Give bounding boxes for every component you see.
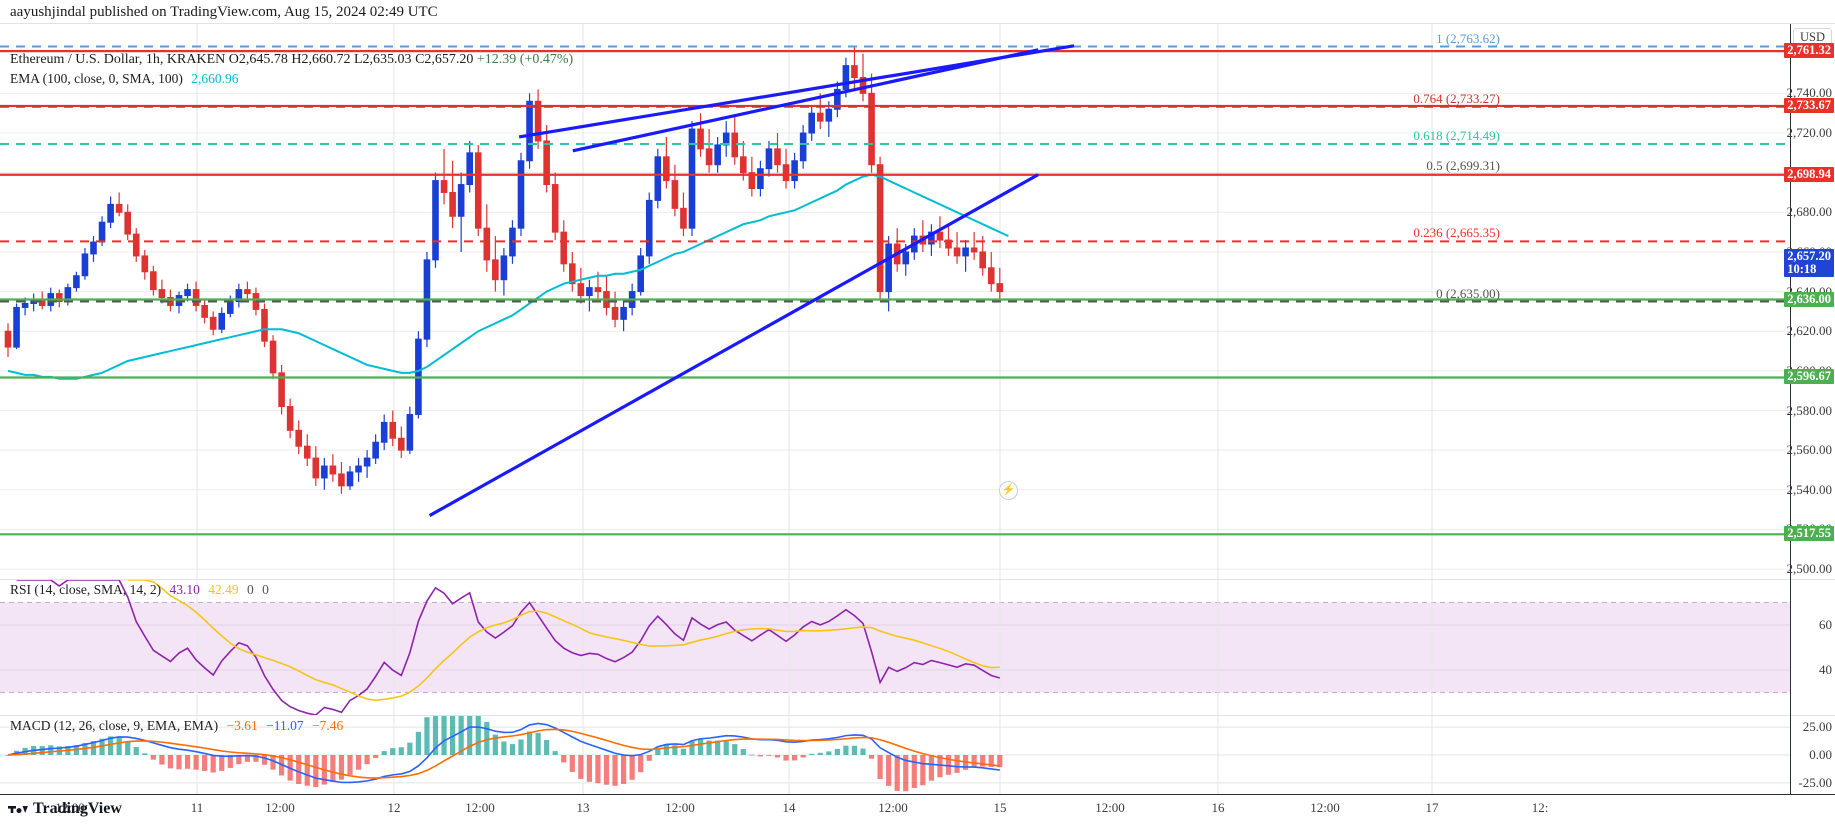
price-axis-tick: 2,560.00 <box>1786 442 1833 458</box>
macd-histogram-value: −7.46 <box>312 718 344 733</box>
chart-container: 1 (2,763.62) 0.764 (2,733.27) 0.618 (2,714… <box>0 23 1835 821</box>
fib-level-label: 0.5 (2,699.31) <box>1426 158 1500 174</box>
rsi-signal-value: 42.49 <box>208 582 239 597</box>
macd-axis-tick: -25.00 <box>1798 774 1832 790</box>
rsi-legend-label: RSI (14, close, SMA, 14, 2) <box>10 582 162 597</box>
macd-axis-tick: 0.00 <box>1809 747 1832 762</box>
price-axis-tick: 2,540.00 <box>1786 481 1833 497</box>
price-tag[interactable]: 2,596.67 <box>1784 369 1834 385</box>
macd-pane[interactable]: MACD (12, 26, close, 9, EMA, EMA) −3.61 … <box>0 716 1790 794</box>
fib-level-label: 0.764 (2,733.27) <box>1413 90 1500 106</box>
currency-badge[interactable]: USD <box>1792 28 1832 47</box>
ohlc-open: O2,645.78 <box>228 52 288 67</box>
price-axis[interactable]: USD 2,740.002,720.002,700.002,680.002,66… <box>1784 24 1835 794</box>
symbol-ohlc-legend: Ethereum / U.S. Dollar, 1h, KRAKEN O2,64… <box>10 52 573 68</box>
time-axis-tick: 11 <box>190 800 204 815</box>
price-axis-tick: 2,680.00 <box>1786 204 1833 220</box>
price-tag[interactable]: 2,657.20 10:18 <box>1784 249 1834 278</box>
macd-axis-tick: 25.00 <box>1802 719 1832 735</box>
price-axis-tick: 2,720.00 <box>1786 125 1833 141</box>
attribution-text: aayushjindal published on TradingView.co… <box>10 4 438 20</box>
rsi-plot-area[interactable] <box>0 580 1790 715</box>
price-plot-area[interactable]: 1 (2,763.62) 0.764 (2,733.27) 0.618 (2,714… <box>0 24 1790 579</box>
rsi-upper-value: 0 <box>247 582 254 597</box>
rsi-pane[interactable]: RSI (14, close, SMA, 14, 2) 43.10 42.49 … <box>0 580 1790 715</box>
price-axis-tick: 2,620.00 <box>1786 323 1833 339</box>
time-axis-tick: 12:00 <box>1310 800 1340 815</box>
macd-value: −3.61 <box>226 718 258 733</box>
time-axis[interactable]: 12:00 11 12:00 12 12:00 13 12:00 14 12:00 15 12:00… <box>0 794 1835 821</box>
ema-legend[interactable]: EMA (100, close, 0, SMA, 100) 2,660.96 <box>10 71 239 87</box>
time-axis-tick: 13 <box>576 800 590 815</box>
price-tag[interactable]: 2,517.55 <box>1784 526 1834 542</box>
macd-vector-layer <box>0 716 1790 794</box>
tradingview-logo-text: TradingView <box>33 800 122 817</box>
rsi-value: 43.10 <box>169 582 200 597</box>
pane-divider-macd <box>0 715 1835 716</box>
price-axis-tick: 2,740.00 <box>1786 85 1833 101</box>
ohlc-change: +12.39 (+0.47%) <box>476 52 574 67</box>
time-axis-tick: 12:00 <box>55 800 85 815</box>
symbol-title: Ethereum / U.S. Dollar, 1h, KRAKEN <box>10 52 226 67</box>
time-axis-tick: 12:00 <box>665 800 695 815</box>
time-axis-tick: 12 <box>387 800 401 815</box>
fib-level-label: 0.618 (2,714.49) <box>1413 127 1500 143</box>
macd-plot-area[interactable] <box>0 716 1790 794</box>
time-axis-tick: 12:00 <box>1095 800 1125 815</box>
fib-level-label: 0 (2,635.00) <box>1436 285 1500 301</box>
ohlc-high: H2,660.72 <box>291 52 351 67</box>
fib-level-label: 1 (2,763.62) <box>1436 30 1500 46</box>
ema-legend-value: 2,660.96 <box>191 71 239 86</box>
rsi-legend[interactable]: RSI (14, close, SMA, 14, 2) 43.10 42.49 … <box>10 582 269 598</box>
macd-signal-value: −11.07 <box>266 718 304 733</box>
price-axis-tick: 2,580.00 <box>1786 402 1833 418</box>
macd-legend[interactable]: MACD (12, 26, close, 9, EMA, EMA) −3.61 … <box>10 718 343 734</box>
rsi-lower-value: 0 <box>262 582 269 597</box>
price-tag[interactable]: 2,761.32 <box>1784 43 1834 59</box>
lightning-bolt-icon: ⚡ <box>999 481 1018 500</box>
price-tag[interactable]: 2,698.94 <box>1784 166 1834 182</box>
pane-divider-rsi <box>0 579 1835 580</box>
time-axis-tick: 15 <box>993 800 1007 815</box>
fib-level-label: 0.236 (2,665.35) <box>1413 225 1500 241</box>
rsi-axis-tick: 60 <box>1819 617 1832 632</box>
rsi-axis-tick: 40 <box>1819 662 1832 677</box>
price-pane[interactable]: 1 (2,763.62) 0.764 (2,733.27) 0.618 (2,714… <box>0 24 1790 579</box>
time-axis-tick: 12:00 <box>465 800 495 815</box>
time-axis-tick: 14 <box>782 800 796 815</box>
time-axis-tick: 12:00 <box>878 800 908 815</box>
price-tag[interactable]: 2,733.67 <box>1784 97 1834 113</box>
time-axis-tick: 12: <box>1531 800 1549 815</box>
price-vector-layer <box>0 24 1790 579</box>
time-axis-tick: 17 <box>1425 800 1439 815</box>
price-axis-tick: 2,500.00 <box>1786 561 1833 577</box>
time-axis-tick: 12:00 <box>265 800 295 815</box>
axis-border <box>1790 24 1791 794</box>
rsi-vector-layer <box>0 580 1790 715</box>
ohlc-close: C2,657.20 <box>415 52 474 67</box>
tradingview-logo[interactable]: TradingView <box>8 800 122 818</box>
macd-legend-label: MACD (12, 26, close, 9, EMA, EMA) <box>10 718 219 733</box>
ema-legend-label: EMA (100, close, 0, SMA, 100) <box>10 71 183 86</box>
price-tag[interactable]: 2,636.00 <box>1784 291 1834 307</box>
time-axis-tick: 16 <box>1211 800 1225 815</box>
price-tag-time: 10:18 <box>1787 262 1817 277</box>
ohlc-low: L2,635.03 <box>354 52 412 67</box>
